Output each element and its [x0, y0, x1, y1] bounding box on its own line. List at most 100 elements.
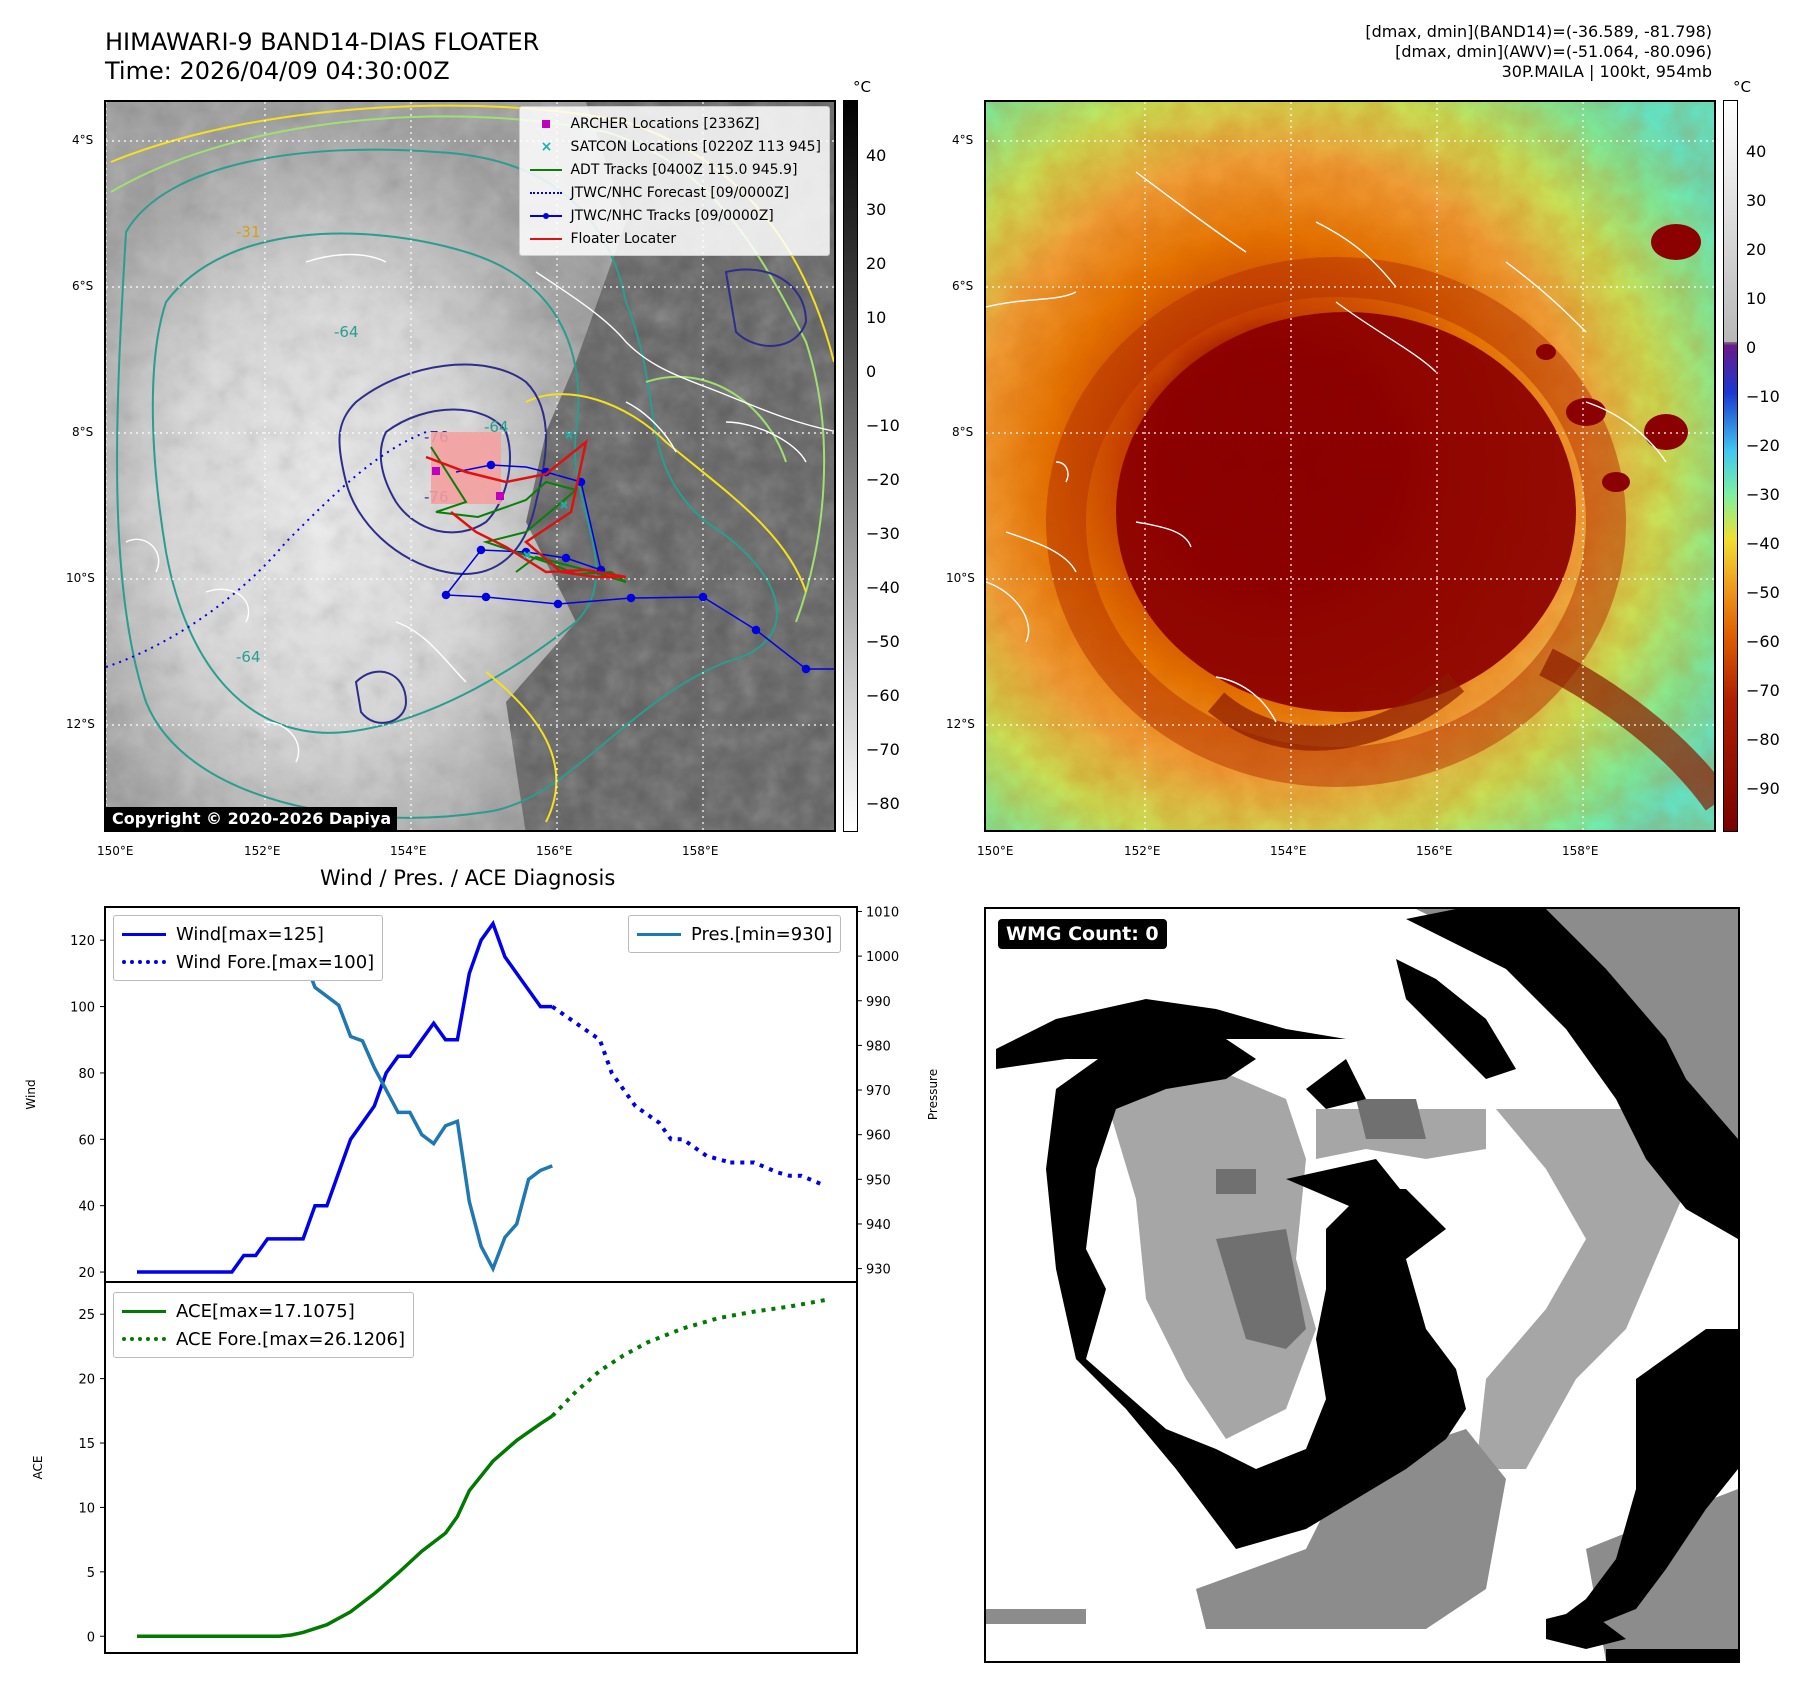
- legend-floater: Floater Locater: [528, 227, 821, 250]
- colorbar-tick: −80: [1746, 730, 1780, 749]
- series-line-ace-fore-max-: [550, 1298, 826, 1418]
- colorbar-tick: −40: [866, 578, 900, 597]
- colorbar-tick: −20: [866, 470, 900, 489]
- wind-tick-label: 120: [70, 934, 95, 949]
- colorbar-tick: 30: [866, 200, 887, 219]
- lat-label: 10°S: [946, 571, 975, 585]
- pressure-tick-label: 960: [866, 1129, 891, 1144]
- band14-map-panel: -31 -64 -76 -64 -76 -64 ARCHER Loc: [104, 100, 836, 832]
- awv-map: [986, 102, 1714, 830]
- dotted-line-icon: [122, 1337, 166, 1341]
- ace-axes-frame: [104, 1281, 858, 1654]
- wmg-panel: WMG Count: 0: [984, 907, 1740, 1663]
- legend-tracks: JTWC/NHC Tracks [09/0000Z]: [528, 204, 821, 227]
- legend-ace-forecast: ACE Fore.[max=26.1206]: [122, 1325, 405, 1353]
- wind-legend: Wind[max=125] Wind Fore.[max=100]: [113, 915, 384, 981]
- stats-block: [dmax, dmin](BAND14)=(-36.589, -81.798) …: [1365, 22, 1712, 82]
- colorbar-tick: 0: [866, 362, 877, 381]
- lon-label: 156°E: [536, 844, 573, 858]
- square-marker-icon: [542, 119, 551, 128]
- floater-locater-track: [425, 438, 627, 579]
- colorbar-tick: −40: [1746, 534, 1780, 553]
- legend-archer: ARCHER Locations [2336Z]: [528, 112, 821, 135]
- pressure-axis-label: Pressure: [926, 1069, 940, 1120]
- series-line-wind-max-: [137, 919, 553, 1274]
- ace-tick-label: 25: [78, 1308, 95, 1323]
- contour-label: -64: [484, 418, 509, 436]
- ace-tick-label: 10: [78, 1501, 95, 1516]
- solid-line-icon: [637, 932, 681, 936]
- diagnosis-charts: 2040608010012093094095096097098099010001…: [24, 905, 940, 1654]
- legend-forecast: JTWC/NHC Forecast [09/0000Z]: [528, 181, 821, 204]
- series-line-wind-fore-max-: [551, 1004, 731, 1165]
- legend-adt: ADT Tracks [0400Z 115.0 945.9]: [528, 158, 821, 181]
- colorbar-tick: 10: [1746, 289, 1767, 308]
- lon-label: 152°E: [1124, 844, 1161, 858]
- wind-tick-label: 100: [70, 1001, 95, 1016]
- wind-tick-label: 40: [78, 1200, 95, 1215]
- lat-label: 4°S: [72, 133, 94, 147]
- colorbar-tick: 10: [866, 308, 887, 327]
- wind-axis-label: Wind: [24, 1079, 38, 1109]
- lat-label: 6°S: [72, 279, 94, 293]
- lon-label: 150°E: [977, 844, 1014, 858]
- solid-line-icon: [122, 1309, 166, 1313]
- solid-line-icon: [122, 932, 166, 936]
- pressure-tick-label: 940: [866, 1218, 891, 1233]
- colorbar-tick: −20: [1746, 436, 1780, 455]
- lon-label: 152°E: [244, 844, 281, 858]
- colorbar-tick: 0: [1746, 338, 1757, 357]
- lon-label: 154°E: [390, 844, 427, 858]
- satcon-markers: [523, 431, 573, 559]
- ace-axis-label: ACE: [31, 1456, 45, 1480]
- legend-wind: Wind[max=125]: [122, 920, 374, 948]
- pressure-tick-label: 1000: [866, 950, 899, 965]
- colorbar-tick: −70: [866, 740, 900, 759]
- wind-tick-label: 80: [78, 1067, 95, 1082]
- lon-label: 156°E: [1416, 844, 1453, 858]
- wind-tick-label: 60: [78, 1133, 95, 1148]
- lon-label: 158°E: [1562, 844, 1599, 858]
- contour-label: -64: [334, 323, 359, 341]
- lat-label: 12°S: [946, 717, 975, 731]
- pressure-tick-label: 950: [866, 1173, 891, 1188]
- colorbar-tick: −30: [866, 524, 900, 543]
- lon-label: 150°E: [97, 844, 134, 858]
- series-line-ace-max-: [137, 1414, 554, 1639]
- lat-label: 6°S: [952, 279, 974, 293]
- awv-colorbar: [1723, 100, 1738, 832]
- colorbar-tick: −10: [1746, 387, 1780, 406]
- legend-satcon: × SATCON Locations [0220Z 113 945]: [528, 135, 821, 158]
- ace-tick-label: 0: [87, 1630, 95, 1645]
- stats-line-1: [dmax, dmin](BAND14)=(-36.589, -81.798): [1365, 22, 1712, 41]
- title-line-2: Time: 2026/04/09 04:30:00Z: [105, 57, 450, 85]
- pressure-tick-label: 1010: [866, 905, 899, 920]
- colorbar-tick: −70: [1746, 681, 1780, 700]
- pressure-tick-label: 970: [866, 1084, 891, 1099]
- figure-title: HIMAWARI-9 BAND14-DIAS FLOATER Time: 202…: [105, 28, 539, 86]
- dotted-line-icon: [122, 960, 166, 964]
- contour-label: -64: [236, 648, 261, 666]
- lat-label: 10°S: [66, 571, 95, 585]
- dotted-line-icon: [530, 191, 563, 194]
- wmg-count-badge: WMG Count: 0: [998, 919, 1167, 949]
- wind-tick-label: 20: [78, 1266, 95, 1281]
- lon-label: 154°E: [1270, 844, 1307, 858]
- colorbar-tick: −80: [866, 794, 900, 813]
- legend-ace: ACE[max=17.1075]: [122, 1297, 405, 1325]
- title-line-1: HIMAWARI-9 BAND14-DIAS FLOATER: [105, 28, 540, 56]
- colorbar-tick: −90: [1746, 779, 1780, 798]
- wmg-grid: [986, 909, 1738, 1661]
- ace-tick-label: 15: [78, 1437, 95, 1452]
- lat-label: 8°S: [952, 425, 974, 439]
- pressure-legend: Pres.[min=930]: [628, 915, 842, 953]
- pressure-tick-label: 990: [866, 995, 891, 1010]
- stats-line-3: 30P.MAILA | 100kt, 954mb: [1501, 62, 1712, 81]
- line-icon: [530, 168, 563, 171]
- archer-markers: [432, 467, 504, 500]
- colorbar-tick: −60: [1746, 632, 1780, 651]
- lat-label: 12°S: [66, 717, 95, 731]
- stats-line-2: [dmax, dmin](AWV)=(-51.064, -80.096): [1395, 42, 1712, 61]
- contour-label: -31: [236, 223, 261, 241]
- ace-legend: ACE[max=17.1075] ACE Fore.[max=26.1206]: [113, 1292, 414, 1358]
